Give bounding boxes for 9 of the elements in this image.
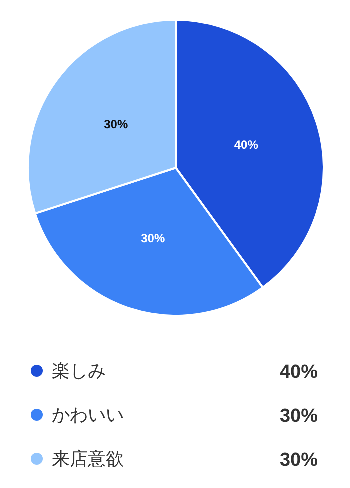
- text: 30%: [280, 406, 318, 427]
- data-label: 30%: [104, 118, 128, 132]
- data-label: 40%: [234, 138, 259, 152]
- text: 30%: [280, 450, 318, 471]
- legend-label: 来店意欲: [52, 449, 124, 469]
- text: 40%: [280, 362, 318, 383]
- data-label: 30%: [141, 231, 166, 246]
- legend-label: かわいい: [52, 405, 124, 425]
- legend-label: 楽しみ: [52, 361, 106, 381]
